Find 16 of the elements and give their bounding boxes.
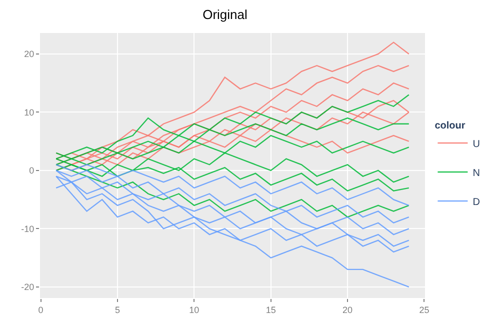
x-tick-label: 0 [38, 304, 44, 315]
legend-label: D [472, 196, 480, 208]
y-tick-label: -20 [21, 282, 34, 292]
y-tick-label: -10 [21, 224, 34, 234]
x-tick-label: 10 [189, 304, 200, 315]
x-tick-label: 20 [342, 304, 353, 315]
legend-title: colour [434, 120, 466, 132]
y-tick-label: 20 [24, 49, 34, 60]
x-tick-label: 5 [114, 304, 120, 315]
x-tick-label: 25 [419, 304, 430, 315]
legend-label: U [472, 138, 480, 150]
x-tick-label: 15 [266, 304, 276, 315]
legend-label: N [472, 168, 480, 179]
y-tick-label: 0 [29, 166, 34, 176]
y-tick-label: 10 [24, 107, 34, 118]
chart-title: Original [202, 7, 248, 22]
